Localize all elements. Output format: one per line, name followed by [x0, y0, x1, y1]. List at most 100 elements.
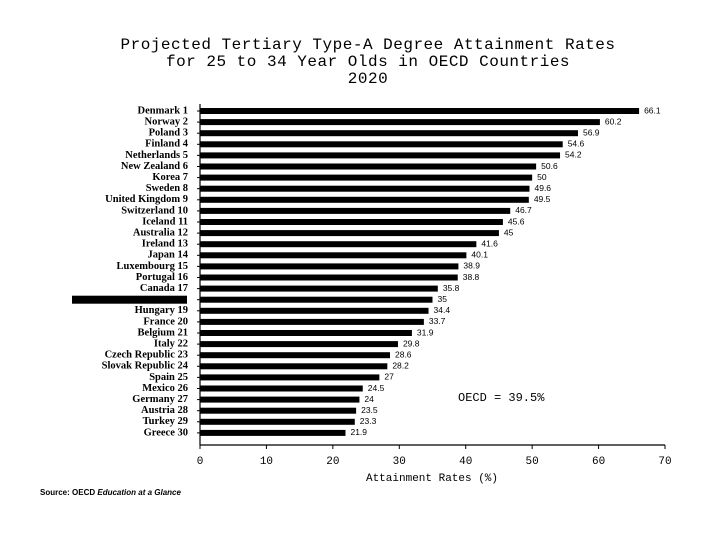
chart-title: 2020 [348, 70, 388, 88]
y-tick-label: Portugal 16 [136, 272, 188, 283]
value-label: 45 [504, 227, 514, 237]
value-label: 31.9 [417, 327, 434, 337]
y-tick-label: Netherlands 5 [125, 150, 188, 161]
bar [200, 385, 363, 392]
value-label: 24.5 [368, 383, 385, 393]
x-tick-label: 70 [658, 456, 671, 468]
bar [200, 274, 458, 281]
value-label: 54.2 [565, 150, 582, 160]
y-tick-label: United Kingdom 9 [105, 194, 188, 205]
value-label: 40.1 [471, 250, 488, 260]
value-label: 28.2 [392, 361, 409, 371]
x-tick-label: 40 [459, 456, 472, 468]
y-tick-label: Canada 17 [140, 283, 188, 294]
source-text: Source: OECD [40, 488, 95, 497]
bar [200, 241, 477, 248]
x-tick-label: 30 [393, 456, 406, 468]
value-label: 46.7 [515, 205, 532, 215]
bar [200, 296, 433, 303]
x-tick-label: 10 [260, 456, 273, 468]
bar [200, 396, 360, 403]
bar [200, 318, 424, 325]
bar [200, 185, 530, 192]
y-tick-label: Slovak Republic 24 [102, 361, 189, 372]
bar [200, 119, 600, 126]
bar [200, 407, 357, 414]
annotation: OECD = 39.5% [458, 391, 545, 405]
y-tick-label: Germany 27 [132, 394, 188, 405]
y-tick-label: Mexico 26 [142, 383, 188, 394]
value-label: 33.7 [429, 316, 446, 326]
value-label: 34.4 [434, 305, 451, 315]
value-label: 35.8 [443, 283, 460, 293]
y-tick-label: Finland 4 [145, 139, 189, 150]
bar [200, 307, 429, 314]
value-label: 21.9 [350, 427, 367, 437]
y-tick-label: Greece 30 [144, 427, 188, 438]
redacted-label [72, 295, 187, 304]
y-tick-label: Spain 25 [149, 372, 188, 383]
bar [200, 219, 503, 225]
bar [200, 330, 412, 336]
y-tick-label: Ireland 13 [142, 239, 188, 250]
y-tick-label: Hungary 19 [135, 305, 188, 316]
value-label: 23.5 [361, 405, 378, 415]
value-label: 38.9 [463, 261, 480, 271]
bar [200, 196, 529, 203]
y-tick-label: Korea 7 [152, 172, 188, 183]
value-label: 35 [438, 294, 448, 304]
bar [200, 363, 388, 370]
y-tick-label: Czech Republic 23 [105, 350, 188, 361]
bar [200, 230, 499, 237]
x-axis-label: Attainment Rates (%) [366, 473, 498, 485]
value-label: 50.6 [541, 161, 558, 171]
y-tick-label: Luxembourg 15 [117, 261, 188, 272]
value-label: 27 [384, 372, 394, 382]
value-label: 49.5 [534, 194, 551, 204]
bar [200, 252, 467, 259]
value-label: 29.8 [403, 338, 420, 348]
y-tick-label: Sweden 8 [146, 183, 188, 194]
x-tick-label: 0 [197, 456, 204, 468]
bar [200, 163, 537, 170]
y-tick-label: Italy 22 [154, 339, 188, 350]
bar [200, 141, 563, 148]
value-label: 41.6 [481, 238, 498, 248]
y-tick-label: Austria 28 [141, 405, 188, 416]
bar [200, 429, 346, 436]
bar [200, 285, 438, 292]
y-tick-label: Switzerland 10 [121, 205, 188, 216]
value-label: 60.2 [605, 116, 622, 126]
bar [200, 152, 561, 159]
source-title: Education at a Glance [97, 488, 181, 497]
bar [200, 174, 533, 181]
bar [200, 352, 390, 359]
value-label: 23.3 [360, 416, 377, 426]
y-tick-label: Iceland 11 [142, 216, 188, 227]
y-tick-label: New Zealand 6 [121, 161, 188, 172]
value-label: 49.6 [534, 183, 551, 193]
y-tick-label: Denmark 1 [138, 105, 188, 116]
value-label: 50 [537, 172, 547, 182]
bar [200, 108, 640, 114]
value-label: 66.1 [644, 105, 661, 115]
x-tick-label: 50 [526, 456, 539, 468]
value-label: 24 [364, 394, 374, 404]
source: Source: OECD Education at a Glance [40, 488, 181, 497]
y-tick-label: Norway 2 [145, 117, 188, 128]
value-label: 28.6 [395, 349, 412, 359]
y-tick-label: Poland 3 [149, 128, 188, 139]
y-tick-label: Belgium 21 [138, 327, 188, 338]
value-label: 38.8 [463, 272, 480, 282]
value-label: 45.6 [508, 216, 525, 226]
bar [200, 374, 380, 381]
bar [200, 418, 355, 425]
chart-title: for 25 to 34 Year Olds in OECD Countries [166, 53, 570, 71]
value-label: 56.9 [583, 127, 600, 137]
bar [200, 341, 398, 348]
bar [200, 130, 578, 137]
y-tick-label: Japan 14 [147, 250, 188, 261]
y-tick-label: France 20 [143, 316, 188, 327]
x-tick-label: 60 [592, 456, 605, 468]
